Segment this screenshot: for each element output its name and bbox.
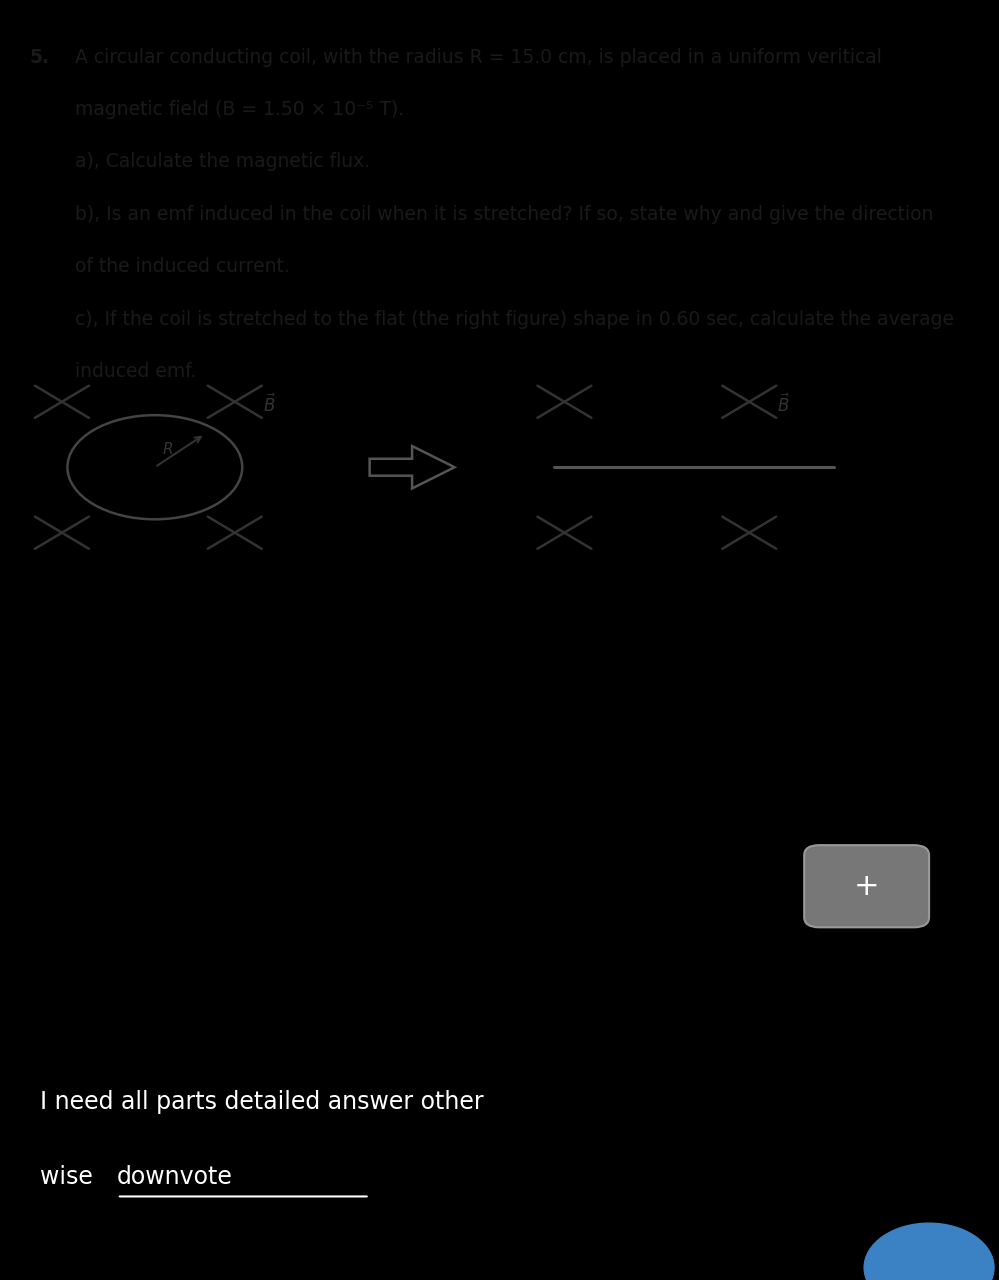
Text: +: +	[854, 872, 879, 901]
FancyBboxPatch shape	[804, 845, 929, 927]
Text: downvote: downvote	[117, 1165, 233, 1189]
Text: $\vec{B}$: $\vec{B}$	[263, 393, 276, 416]
Text: magnetic field (B = 1.50 × 10⁻⁵ T).: magnetic field (B = 1.50 × 10⁻⁵ T).	[75, 100, 404, 119]
Circle shape	[864, 1224, 994, 1280]
Text: I need all parts detailed answer other: I need all parts detailed answer other	[40, 1091, 484, 1114]
Text: of the induced current.: of the induced current.	[75, 257, 290, 276]
Text: 5.: 5.	[30, 47, 50, 67]
Text: c), If the coil is stretched to the flat (the right figure) shape in 0.60 sec, c: c), If the coil is stretched to the flat…	[75, 310, 954, 329]
Text: induced emf.: induced emf.	[75, 362, 196, 381]
Text: R: R	[163, 442, 174, 457]
Text: wise: wise	[40, 1165, 100, 1189]
Text: A circular conducting coil, with the radius R = 15.0 cm, is placed in a uniform : A circular conducting coil, with the rad…	[75, 47, 882, 67]
Text: a), Calculate the magnetic flux.: a), Calculate the magnetic flux.	[75, 152, 370, 172]
Text: b), Is an emf induced in the coil when it is stretched? If so, state why and giv: b), Is an emf induced in the coil when i…	[75, 205, 933, 224]
Text: $\vec{B}$: $\vec{B}$	[777, 393, 790, 416]
